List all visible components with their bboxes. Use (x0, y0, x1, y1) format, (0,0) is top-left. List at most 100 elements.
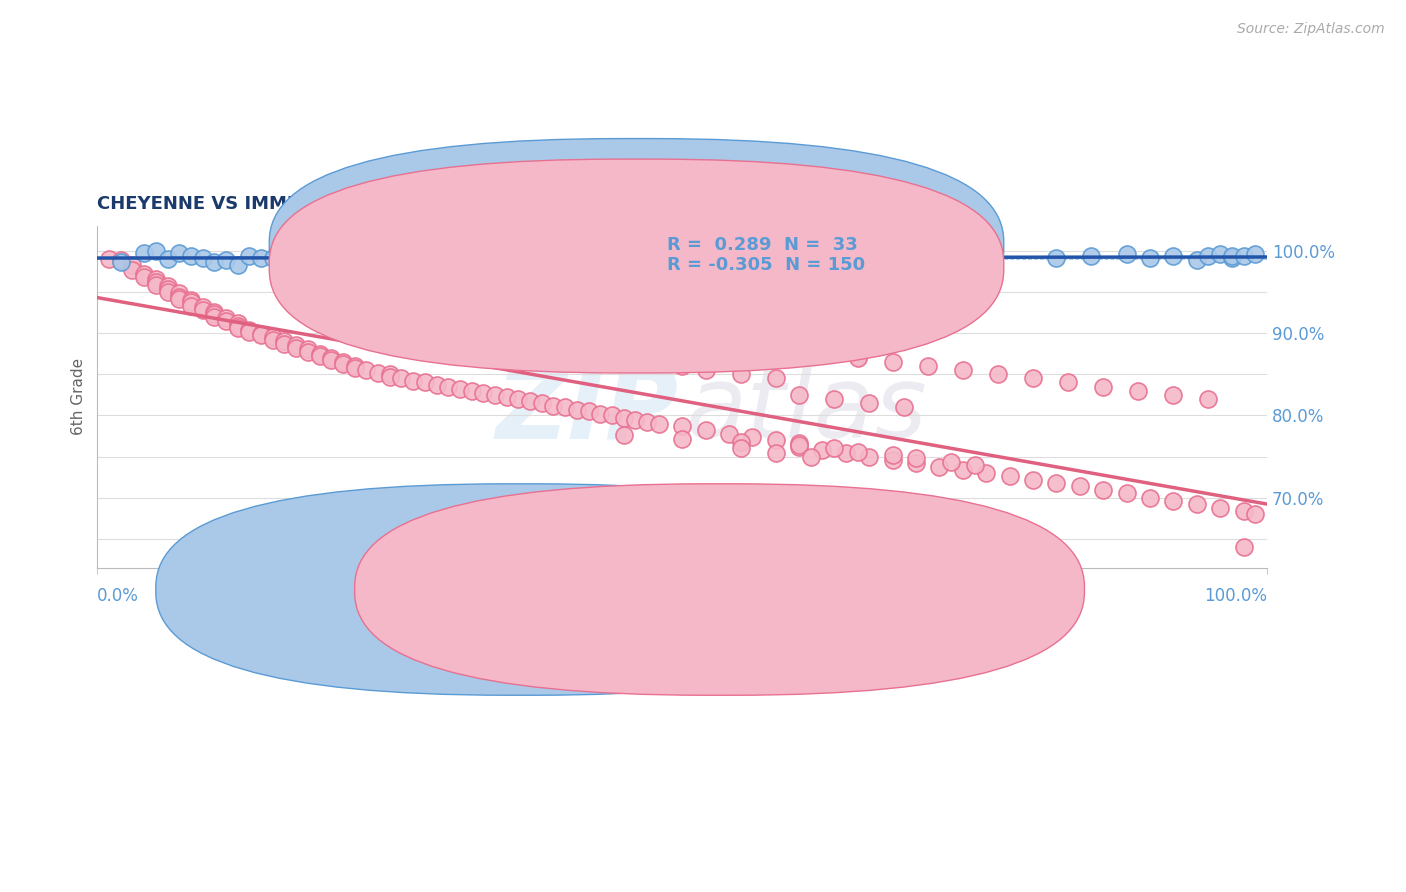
Text: CHEYENNE VS IMMIGRANTS FROM LATIN AMERICA 6TH GRADE CORRELATION CHART: CHEYENNE VS IMMIGRANTS FROM LATIN AMERIC… (97, 195, 948, 213)
Point (167, 246, 190, 260)
Point (1057, 376, 1080, 390)
Point (167, 290, 190, 304)
Point (565, 335, 588, 350)
Point (717, 426, 740, 441)
Point (297, 253, 319, 268)
Point (273, 334, 295, 349)
Point (262, 330, 284, 344)
Point (145, 275, 167, 289)
Point (156, 285, 179, 299)
Point (156, 282, 179, 296)
Point (600, 409, 623, 423)
Point (191, 251, 214, 265)
Text: Immigrants from Latin America: Immigrants from Latin America (742, 581, 1002, 599)
Point (495, 326, 517, 340)
Point (613, 316, 636, 330)
Point (811, 344, 834, 359)
FancyBboxPatch shape (156, 483, 886, 695)
Point (484, 388, 506, 402)
Point (156, 279, 179, 293)
Text: atlas: atlas (686, 362, 928, 459)
Point (1022, 473, 1045, 487)
Point (262, 333, 284, 347)
Point (121, 258, 143, 272)
Point (402, 280, 425, 294)
Point (765, 371, 787, 385)
Point (648, 319, 671, 334)
Point (202, 310, 225, 324)
Point (1209, 247, 1232, 261)
Point (180, 295, 202, 310)
Point (343, 359, 366, 373)
Point (1244, 508, 1267, 522)
Point (367, 366, 389, 380)
Point (543, 399, 565, 413)
Point (273, 336, 295, 351)
Point (917, 359, 939, 373)
Point (893, 401, 915, 415)
Point (180, 299, 202, 313)
Point (250, 251, 273, 265)
Point (578, 404, 600, 418)
Point (449, 289, 471, 303)
Point (905, 456, 928, 470)
Point (613, 428, 636, 442)
Point (882, 355, 904, 369)
Point (215, 311, 238, 326)
Point (238, 248, 260, 262)
Point (238, 323, 260, 337)
Point (1163, 248, 1185, 262)
Point (378, 277, 401, 291)
Point (180, 248, 202, 262)
Point (1232, 541, 1254, 555)
Point (297, 345, 319, 359)
Point (846, 351, 869, 365)
Point (202, 255, 225, 269)
Point (882, 448, 904, 462)
Point (356, 363, 378, 377)
Point (134, 269, 156, 284)
Point (974, 466, 997, 480)
Point (613, 351, 636, 365)
Point (378, 368, 401, 382)
Point (1244, 247, 1267, 261)
Point (1163, 494, 1185, 508)
FancyBboxPatch shape (600, 233, 945, 281)
Point (1185, 498, 1208, 512)
Point (1092, 483, 1115, 497)
Point (823, 392, 845, 406)
Point (472, 386, 495, 401)
Point (765, 433, 787, 447)
FancyBboxPatch shape (354, 483, 1084, 695)
Point (1139, 491, 1161, 505)
Point (741, 430, 763, 444)
Point (682, 323, 704, 337)
Point (939, 455, 962, 469)
Point (589, 339, 612, 353)
Point (823, 442, 845, 456)
Point (613, 524, 636, 538)
Point (1069, 479, 1091, 493)
Point (167, 292, 190, 306)
Point (811, 249, 834, 263)
Point (308, 346, 330, 360)
Point (519, 329, 541, 343)
Point (858, 396, 880, 410)
Point (1163, 388, 1185, 402)
Point (624, 412, 647, 426)
Text: Cheyenne: Cheyenne (544, 581, 627, 599)
Point (963, 255, 986, 269)
Point (321, 353, 343, 368)
Point (998, 469, 1021, 483)
Point (648, 417, 671, 431)
Point (952, 541, 974, 555)
Point (519, 394, 541, 409)
Point (1220, 251, 1243, 265)
Point (425, 285, 447, 299)
Point (250, 326, 273, 341)
Point (835, 446, 858, 460)
Point (495, 390, 517, 404)
Point (413, 252, 436, 267)
FancyBboxPatch shape (270, 159, 1004, 373)
Text: ZIP: ZIP (496, 362, 679, 459)
